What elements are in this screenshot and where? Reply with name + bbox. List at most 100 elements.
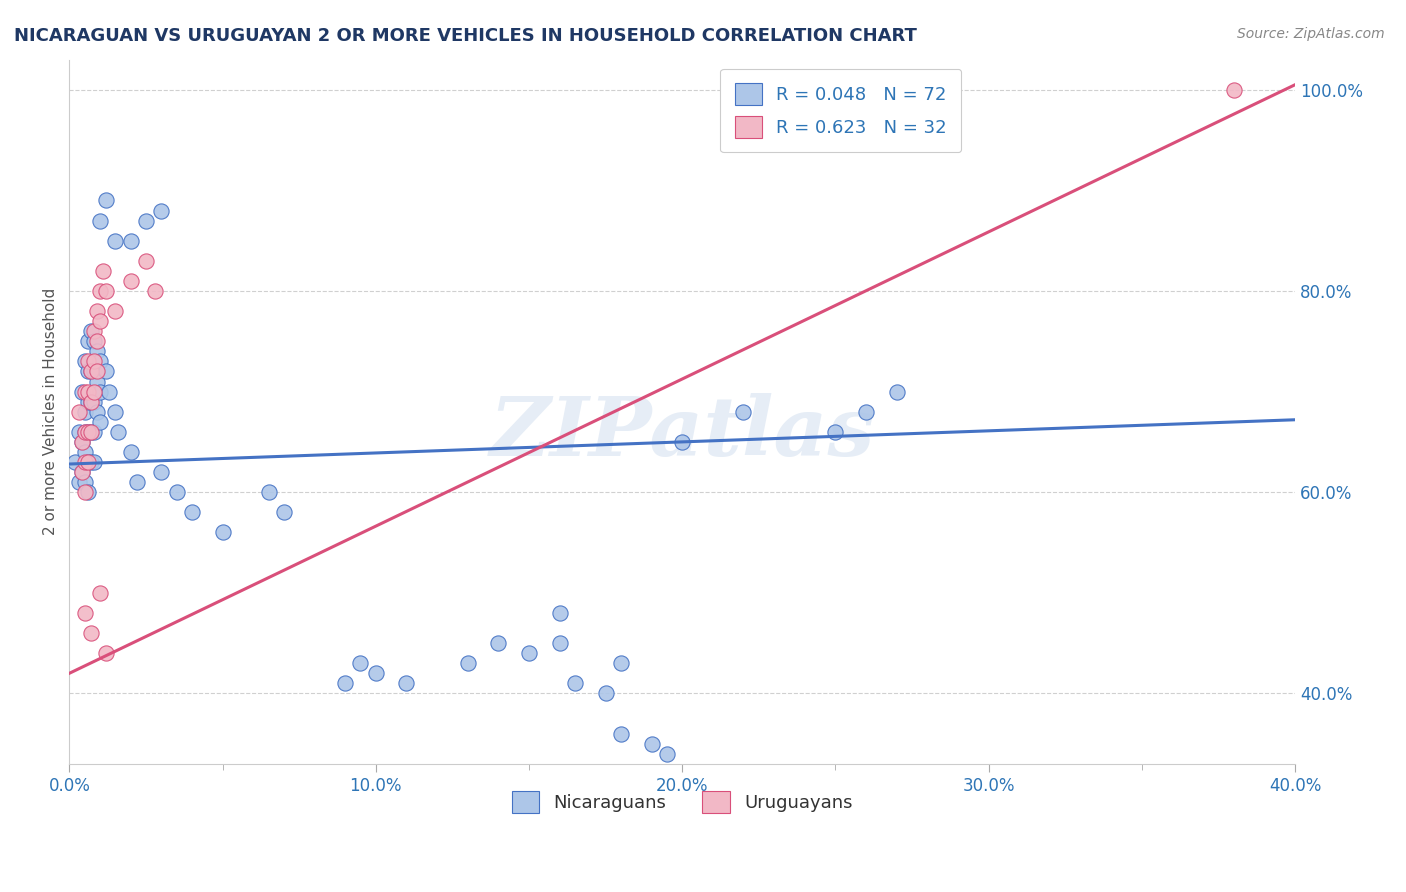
- Point: [70, 465, 93, 479]
- Point: [135, 213, 157, 227]
- Point: [104, 234, 127, 248]
- Point: [76, 384, 98, 399]
- Point: [83, 364, 105, 378]
- Point: [548, 636, 571, 650]
- Point: [135, 253, 157, 268]
- Point: [70, 465, 93, 479]
- Point: [517, 646, 540, 660]
- Point: [70, 434, 93, 449]
- Point: [67, 475, 90, 490]
- Point: [349, 657, 371, 671]
- Text: NICARAGUAN VS URUGUAYAN 2 OR MORE VEHICLES IN HOUSEHOLD CORRELATION CHART: NICARAGUAN VS URUGUAYAN 2 OR MORE VEHICL…: [14, 27, 917, 45]
- Point: [1192, 817, 1215, 831]
- Point: [94, 364, 117, 378]
- Point: [80, 455, 103, 469]
- Point: [610, 657, 633, 671]
- Point: [86, 344, 108, 359]
- Point: [86, 304, 108, 318]
- Point: [83, 394, 105, 409]
- Point: [150, 465, 173, 479]
- Point: [73, 455, 96, 469]
- Point: [73, 425, 96, 439]
- Point: [80, 364, 103, 378]
- Point: [125, 475, 148, 490]
- Point: [486, 636, 509, 650]
- Point: [83, 354, 105, 368]
- Point: [548, 606, 571, 620]
- Point: [80, 425, 103, 439]
- Point: [824, 425, 846, 439]
- Point: [83, 324, 105, 338]
- Point: [94, 646, 117, 660]
- Point: [333, 676, 356, 690]
- Point: [104, 304, 127, 318]
- Point: [89, 213, 111, 227]
- Point: [98, 384, 121, 399]
- Point: [86, 364, 108, 378]
- Point: [104, 405, 127, 419]
- Point: [83, 334, 105, 349]
- Point: [70, 434, 93, 449]
- Point: [67, 425, 90, 439]
- Point: [83, 425, 105, 439]
- Point: [273, 505, 295, 519]
- Point: [76, 455, 98, 469]
- Point: [73, 445, 96, 459]
- Point: [395, 676, 418, 690]
- Point: [977, 797, 1000, 811]
- Point: [76, 394, 98, 409]
- Point: [65, 455, 87, 469]
- Point: [120, 234, 142, 248]
- Point: [76, 455, 98, 469]
- Point: [70, 384, 93, 399]
- Point: [80, 394, 103, 409]
- Point: [86, 375, 108, 389]
- Point: [80, 394, 103, 409]
- Point: [595, 686, 617, 700]
- Point: [76, 425, 98, 439]
- Point: [89, 354, 111, 368]
- Point: [76, 425, 98, 439]
- Point: [89, 314, 111, 328]
- Point: [364, 666, 387, 681]
- Y-axis label: 2 or more Vehicles in Household: 2 or more Vehicles in Household: [44, 288, 58, 535]
- Point: [610, 726, 633, 740]
- Point: [89, 384, 111, 399]
- Point: [73, 384, 96, 399]
- Point: [94, 194, 117, 208]
- Point: [733, 405, 755, 419]
- Point: [886, 384, 908, 399]
- Point: [86, 334, 108, 349]
- Point: [143, 284, 166, 298]
- Point: [1222, 83, 1244, 97]
- Point: [120, 445, 142, 459]
- Point: [80, 425, 103, 439]
- Point: [67, 405, 90, 419]
- Point: [89, 284, 111, 298]
- Point: [83, 455, 105, 469]
- Point: [73, 485, 96, 500]
- Point: [89, 415, 111, 429]
- Point: [73, 425, 96, 439]
- Text: ZIPatlas: ZIPatlas: [489, 392, 875, 473]
- Point: [91, 264, 114, 278]
- Text: Source: ZipAtlas.com: Source: ZipAtlas.com: [1237, 27, 1385, 41]
- Point: [855, 405, 877, 419]
- Point: [76, 485, 98, 500]
- Point: [257, 485, 280, 500]
- Point: [211, 525, 233, 540]
- Point: [73, 405, 96, 419]
- Point: [94, 284, 117, 298]
- Point: [150, 203, 173, 218]
- Point: [120, 274, 142, 288]
- Point: [564, 676, 586, 690]
- Point: [457, 657, 479, 671]
- Legend: Nicaraguans, Uruguayans: Nicaraguans, Uruguayans: [499, 778, 865, 825]
- Point: [655, 747, 678, 761]
- Point: [73, 354, 96, 368]
- Point: [76, 364, 98, 378]
- Point: [73, 606, 96, 620]
- Point: [76, 354, 98, 368]
- Point: [80, 626, 103, 640]
- Point: [640, 737, 662, 751]
